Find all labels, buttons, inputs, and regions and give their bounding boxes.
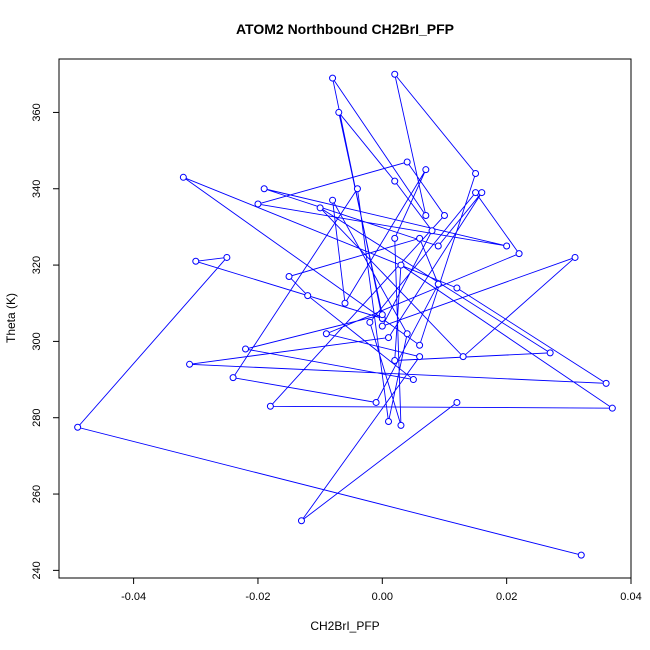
x-axis-label: CH2BrI_PFP [310,619,379,633]
data-point [74,423,82,431]
data-point [571,253,579,261]
data-point [472,189,480,197]
data-point [403,158,411,166]
data-point [453,284,461,292]
data-point [397,261,405,269]
data-point [391,234,399,242]
data-point [385,334,393,342]
x-axis: -0.04 -0.02 0.00 0.02 0.04 [121,578,642,603]
data-point [385,418,393,426]
y-axis: 240 260 280 300 320 340 360 [31,103,59,580]
data-point [192,257,200,265]
data-point [391,177,399,185]
data-point [242,345,250,353]
data-point [260,185,268,193]
data-point [378,311,386,319]
data-point [472,169,480,177]
y-tick-label: 240 [31,561,43,579]
data-point [478,189,486,197]
data-point [515,250,523,258]
y-axis-label: Theta (K) [4,293,18,343]
data-point [304,292,312,300]
data-point [397,421,405,429]
data-point [223,253,231,261]
data-point [329,74,337,82]
data-point [416,341,424,349]
data-point [459,353,467,361]
data-point [366,318,374,326]
x-tick-label: 0.02 [496,591,517,603]
data-point [341,299,349,307]
x-tick-label: 0.00 [372,591,393,603]
data-point [266,402,274,410]
y-tick-label: 260 [31,485,43,503]
x-tick-label: -0.02 [245,591,270,603]
data-point [297,517,305,525]
data-point [254,200,262,208]
x-tick-label: 0.04 [620,591,641,603]
series-layer [74,70,616,559]
data-point [453,398,461,406]
data-point [503,242,511,250]
data-point [229,374,237,382]
data-point [416,353,424,361]
data-point [335,108,343,116]
data-point [378,322,386,330]
data-point [434,242,442,250]
data-point [546,349,554,357]
data-point [416,234,424,242]
y-tick-label: 320 [31,256,43,274]
y-tick-label: 360 [31,103,43,121]
data-point [428,227,436,235]
data-point [434,280,442,288]
data-point [329,196,337,204]
data-point [353,185,361,193]
data-point [422,166,430,174]
y-tick-label: 280 [31,409,43,427]
data-point [602,379,610,387]
data-point [322,330,330,338]
data-point [391,70,399,78]
chart-title: ATOM2 Northbound CH2BrI_PFP [236,21,454,37]
data-point [372,398,380,406]
data-point [403,330,411,338]
data-point [285,273,293,281]
data-point [186,360,194,368]
x-tick-label: -0.04 [121,591,146,603]
plot-frame [58,58,632,579]
data-point [440,211,448,219]
y-tick-label: 340 [31,180,43,198]
data-point [316,204,324,212]
y-tick-label: 300 [31,332,43,350]
data-point [391,356,399,364]
series-line [76,73,614,556]
data-point [608,404,616,412]
data-point [422,211,430,219]
data-point [577,551,585,559]
data-point [409,376,417,384]
data-point [179,173,187,181]
